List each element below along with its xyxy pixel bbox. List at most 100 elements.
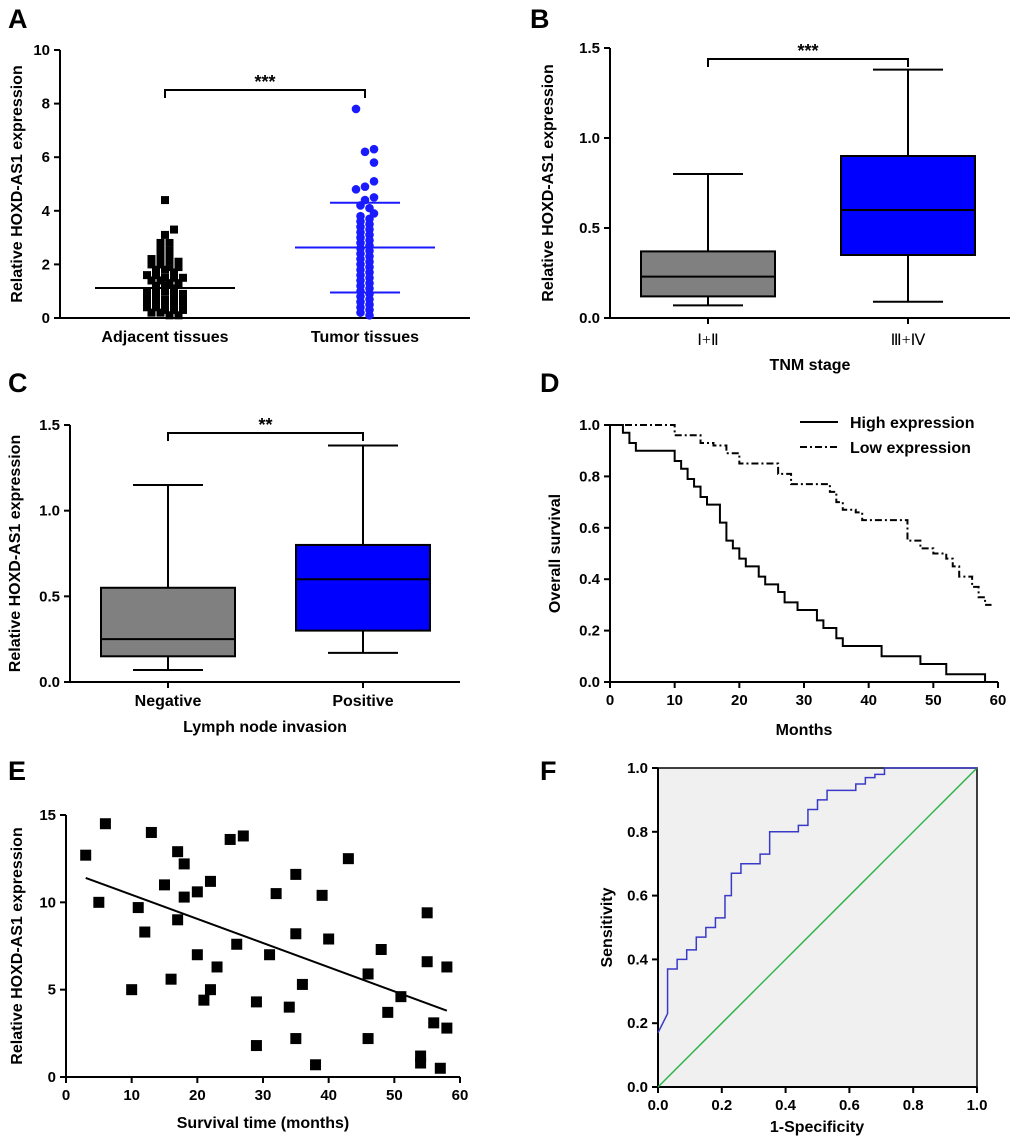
panel-f-x-axis-label: 1-Specificity bbox=[770, 1119, 864, 1136]
panel-f-y-axis-label: Sensitivity bbox=[599, 887, 616, 967]
panel-a-data-point bbox=[170, 225, 178, 234]
panel-b-y-tick-label: 1.0 bbox=[579, 130, 600, 147]
panel-e-y-tick-label: 5 bbox=[48, 982, 56, 999]
panel-c-category-label: Negative bbox=[135, 693, 202, 710]
panel-a-data-point bbox=[170, 305, 178, 314]
panel-f-y-tick-label: 0.2 bbox=[627, 1015, 648, 1032]
panel-e-data-point bbox=[323, 933, 335, 945]
panel-a-data-point bbox=[369, 177, 379, 186]
panel-e-y-tick-label: 10 bbox=[39, 894, 56, 911]
panel-a-data-point bbox=[356, 308, 365, 317]
panel-e-x-tick-label: 0 bbox=[62, 1087, 70, 1104]
panel-d-x-tick-label: 30 bbox=[796, 692, 813, 709]
panel-e-data-point bbox=[132, 902, 144, 914]
panel-d-x-tick-label: 50 bbox=[925, 692, 942, 709]
panel-a-data-point bbox=[161, 281, 169, 290]
panel-c-x-axis-label: Lymph node invasion bbox=[183, 719, 347, 736]
panel-d-legend-label: Low expression bbox=[850, 440, 971, 457]
panel-f-roc-curve bbox=[657, 767, 977, 1034]
panel-f-y-tick-label: 0.0 bbox=[627, 1079, 648, 1096]
panel-d-survival-curve: 0.0 0.2 0.4 0.6 0.8 1.0 0 10 20 30 40 50 60 Overall s… bbox=[547, 415, 1006, 739]
panel-e-data-point bbox=[126, 984, 138, 996]
panel-a-y-tick-label: 10 bbox=[33, 42, 50, 59]
panel-a-data-point bbox=[161, 196, 169, 205]
panel-a-data-point bbox=[165, 252, 174, 261]
panel-c-y-axis-label: Relative HOXD-AS1 expression bbox=[7, 435, 24, 672]
panel-a-y-tick-label: 6 bbox=[42, 149, 50, 166]
panel-b-y-tick-label: 1.5 bbox=[579, 40, 600, 57]
panel-e-data-point bbox=[237, 830, 249, 842]
panel-f-x-tick-label: 0.8 bbox=[903, 1097, 924, 1114]
panel-a-data-point bbox=[152, 303, 160, 312]
panel-e-x-tick-label: 10 bbox=[123, 1087, 140, 1104]
panel-a-data-point bbox=[170, 268, 178, 277]
panel-a-data-point bbox=[170, 300, 178, 309]
panel-a-data-point bbox=[170, 273, 178, 282]
panel-e-x-tick-label: 60 bbox=[452, 1087, 469, 1104]
panel-b-significance-label: *** bbox=[797, 41, 818, 61]
panel-e-data-point bbox=[204, 984, 216, 996]
panel-e-x-tick-label: 40 bbox=[320, 1087, 337, 1104]
panel-b-category-label: Ⅰ+Ⅱ bbox=[697, 332, 719, 349]
panel-d-series-high-curve bbox=[610, 424, 987, 682]
panel-c-box bbox=[100, 586, 236, 658]
panel-a-data-point bbox=[174, 279, 183, 288]
panel-e-data-point bbox=[290, 868, 302, 880]
panel-a-data-point bbox=[152, 297, 160, 306]
panel-c-box-plot: 0.0 0.5 1.0 1.5 Relative HOXD-AS1 expression… bbox=[7, 415, 460, 736]
panel-d-y-tick-label: 0.4 bbox=[579, 571, 601, 588]
panel-b-box bbox=[640, 250, 776, 298]
panel-e-data-point bbox=[99, 818, 111, 830]
panel-a-data-point bbox=[152, 287, 160, 296]
panel-d-x-tick-label: 10 bbox=[666, 692, 683, 709]
panel-d-x-tick-label: 60 bbox=[990, 692, 1007, 709]
panel-a-significance-bracket bbox=[164, 89, 366, 98]
panel-e-data-point bbox=[178, 891, 190, 903]
panel-f-x-tick-label: 1.0 bbox=[967, 1097, 988, 1114]
panel-e-x-tick-label: 30 bbox=[255, 1087, 272, 1104]
panel-b-category-label: Ⅲ+Ⅳ bbox=[891, 332, 926, 349]
panel-b-y-tick-label: 0.5 bbox=[579, 220, 600, 237]
panel-a-data-point bbox=[156, 260, 165, 269]
panel-e-scatter-plot: 0 5 10 15 0 10 20 30 40 50 60 Relative HOXD-AS1 exp… bbox=[9, 807, 468, 1132]
panel-f-x-tick-label: 0.6 bbox=[839, 1097, 860, 1114]
panel-d-y-axis-label: Overall survival bbox=[547, 494, 564, 613]
panel-letter-c: C bbox=[8, 368, 28, 398]
panel-e-data-point bbox=[362, 1033, 374, 1045]
panel-f-y-tick-label: 1.0 bbox=[627, 760, 648, 777]
panel-a-data-point bbox=[152, 271, 160, 280]
panel-a-y-tick-label: 0 bbox=[42, 310, 50, 327]
panel-f-x-tick-label: 0.4 bbox=[775, 1097, 797, 1114]
panel-e-data-point bbox=[145, 826, 157, 838]
panel-e-data-point bbox=[395, 991, 407, 1003]
panel-a-data-point bbox=[147, 260, 156, 269]
panel-d-legend-label: High expression bbox=[850, 415, 974, 432]
panel-a-data-point bbox=[147, 255, 156, 264]
panel-a-significance-label: *** bbox=[254, 72, 275, 92]
panel-e-data-point bbox=[382, 1006, 394, 1018]
panel-a-data-point bbox=[360, 147, 370, 157]
panel-a-y-tick-label: 4 bbox=[42, 203, 51, 220]
panel-c-y-tick-label: 1.0 bbox=[39, 503, 60, 520]
panel-e-data-point bbox=[178, 858, 190, 870]
panel-e-data-point bbox=[415, 1050, 427, 1062]
panel-e-data-point bbox=[362, 968, 374, 980]
panel-e-data-point bbox=[283, 1001, 295, 1013]
panel-e-data-point bbox=[421, 956, 433, 968]
panel-f-y-tick-label: 0.6 bbox=[627, 888, 648, 905]
panel-c-y-tick-label: 1.5 bbox=[39, 417, 60, 434]
panel-d-y-tick-label: 0.8 bbox=[579, 468, 600, 485]
panel-a-data-point bbox=[156, 255, 165, 264]
panel-a-data-point bbox=[152, 281, 160, 290]
panel-e-data-point bbox=[172, 914, 184, 926]
panel-e-data-point bbox=[264, 949, 276, 961]
panel-b-significance-bracket bbox=[707, 58, 909, 67]
panel-e-data-point bbox=[441, 961, 453, 973]
panel-a-data-point bbox=[369, 144, 379, 154]
panel-e-y-axis-label: Relative HOXD-AS1 expression bbox=[9, 827, 26, 1064]
panel-e-data-point bbox=[415, 1057, 427, 1069]
panel-b-x-axis-label: TNM stage bbox=[770, 357, 851, 374]
panel-a-data-point bbox=[179, 305, 187, 314]
panel-e-data-point bbox=[172, 846, 184, 858]
panel-a-data-point bbox=[161, 295, 169, 304]
